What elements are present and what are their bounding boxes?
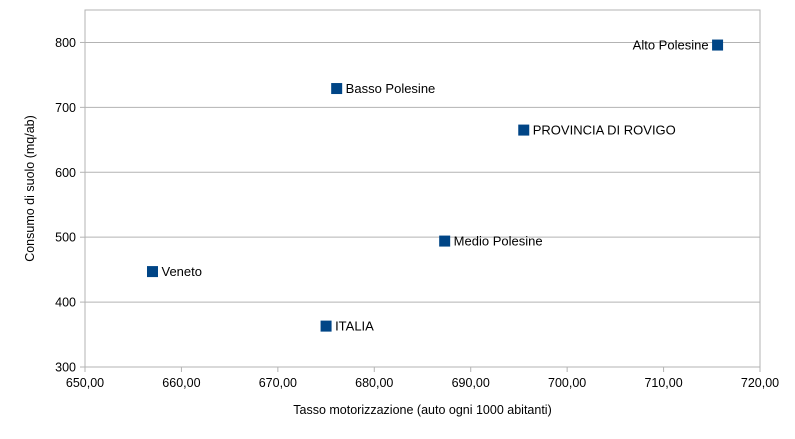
- x-tick-label: 710,00: [644, 376, 682, 390]
- data-points: Alto Polesine Basso Polesine PROVINCIA DI …: [147, 38, 724, 334]
- x-tick-label: 690,00: [452, 376, 490, 390]
- data-point-marker: [712, 39, 724, 51]
- data-point-label: ITALIA: [335, 319, 374, 334]
- x-axis-title: Tasso motorizzazione (auto ogni 1000 abi…: [293, 403, 551, 417]
- data-point-label: Veneto: [162, 264, 203, 279]
- y-tick-label: 600: [55, 166, 76, 180]
- plot-area-frame: [84, 9, 761, 368]
- y-axis-title: Consumo di suolo (mq/ab): [23, 115, 37, 262]
- y-tick-label: 800: [55, 36, 76, 50]
- y-tick-label: 300: [55, 361, 76, 375]
- data-point-marker: [518, 124, 530, 136]
- data-point-label: PROVINCIA DI ROVIGO: [533, 123, 676, 138]
- x-tick-label: 660,00: [162, 376, 200, 390]
- data-point-label: Basso Polesine: [346, 81, 436, 96]
- x-tick-label: 650,00: [66, 376, 104, 390]
- y-tick-label: 500: [55, 231, 76, 245]
- data-point-marker: [331, 83, 343, 95]
- data-point-label: Medio Polesine: [454, 234, 543, 249]
- x-tick-label: 670,00: [259, 376, 297, 390]
- y-tick-label: 400: [55, 296, 76, 310]
- y-axis-ticks: 300 400 500 600 700 800: [55, 36, 76, 375]
- y-tick-label: 700: [55, 101, 76, 115]
- x-tick-label: 700,00: [548, 376, 586, 390]
- x-axis-ticks: 650,00 660,00 670,00 680,00 690,00 700,00 710,…: [66, 376, 779, 390]
- data-point-marker: [147, 266, 158, 278]
- grid-lines: [80, 41, 761, 372]
- data-point-marker: [320, 320, 332, 332]
- x-tick-label: 720,00: [741, 376, 779, 390]
- data-point-label: Alto Polesine: [633, 38, 709, 53]
- x-tick-label: 680,00: [355, 376, 393, 390]
- data-point-marker: [439, 235, 451, 247]
